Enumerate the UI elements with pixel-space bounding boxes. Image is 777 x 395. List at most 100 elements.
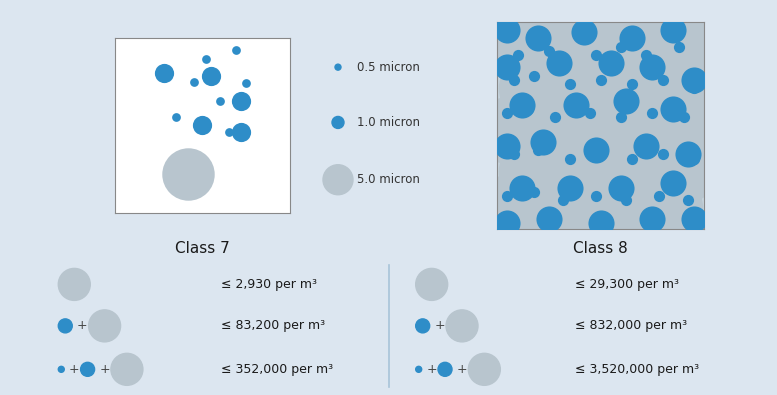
Point <box>681 151 694 158</box>
Point <box>667 180 679 187</box>
Point <box>229 47 242 53</box>
Text: 5.0 micron: 5.0 micron <box>357 173 420 186</box>
Text: ≤ 352,000 per m³: ≤ 352,000 per m³ <box>221 363 333 376</box>
Point <box>542 216 555 222</box>
Text: +: + <box>99 363 110 376</box>
Point <box>615 114 628 120</box>
Point <box>615 43 628 50</box>
Point <box>511 52 524 58</box>
Point <box>646 64 659 70</box>
Point <box>578 77 591 83</box>
Circle shape <box>58 319 72 333</box>
Point <box>681 197 694 203</box>
Circle shape <box>446 310 478 342</box>
Point <box>214 98 226 104</box>
Text: 0.5 micron: 0.5 micron <box>357 61 420 73</box>
Circle shape <box>58 268 90 301</box>
Point <box>553 60 566 66</box>
Text: +: + <box>427 363 437 376</box>
Point <box>532 35 545 41</box>
Point <box>615 184 628 191</box>
Point <box>501 193 514 199</box>
Point <box>205 73 218 80</box>
Circle shape <box>335 64 341 70</box>
Point <box>516 102 528 108</box>
Point <box>235 98 247 104</box>
Circle shape <box>469 353 500 386</box>
Point <box>605 126 617 133</box>
Point <box>501 220 514 226</box>
Point <box>632 85 644 91</box>
Point <box>646 110 659 116</box>
Point <box>501 64 514 70</box>
Point <box>667 27 679 33</box>
Text: 1.0 micron: 1.0 micron <box>357 116 420 129</box>
Point <box>640 143 653 149</box>
Point <box>619 97 632 103</box>
Point <box>653 39 665 45</box>
Point <box>591 193 603 199</box>
Circle shape <box>332 117 344 128</box>
Point <box>584 168 597 174</box>
Point <box>196 122 208 128</box>
Point <box>678 164 690 170</box>
Point <box>528 188 541 195</box>
Point <box>570 102 582 108</box>
Point <box>501 143 514 149</box>
Text: +: + <box>457 363 468 376</box>
Point <box>528 85 541 91</box>
Circle shape <box>416 319 430 333</box>
Text: +: + <box>434 320 445 332</box>
Point <box>501 110 514 116</box>
Point <box>688 77 700 83</box>
Point <box>594 220 607 226</box>
Point <box>688 216 700 222</box>
Point <box>522 105 535 112</box>
Point <box>528 72 541 79</box>
Point <box>594 151 607 158</box>
Point <box>688 85 700 91</box>
Point <box>605 43 617 50</box>
Circle shape <box>111 353 143 386</box>
Point <box>690 133 702 139</box>
Text: ≤ 3,520,000 per m³: ≤ 3,520,000 per m³ <box>575 363 699 376</box>
Point <box>507 126 520 133</box>
Point <box>553 122 566 128</box>
Point <box>182 171 194 177</box>
Point <box>660 205 673 212</box>
Point <box>625 35 638 41</box>
Point <box>542 47 555 54</box>
Point <box>673 81 685 87</box>
Point <box>640 52 653 58</box>
Point <box>657 77 669 83</box>
Point <box>594 77 607 83</box>
Circle shape <box>323 165 353 195</box>
Text: Class 7: Class 7 <box>175 241 230 256</box>
Point <box>625 81 638 87</box>
Point <box>591 147 603 153</box>
Point <box>507 77 520 83</box>
Point <box>549 114 561 120</box>
Point <box>591 52 603 58</box>
Point <box>240 80 253 87</box>
Point <box>667 105 679 112</box>
Point <box>678 114 690 120</box>
Point <box>501 27 514 33</box>
Point <box>158 70 170 76</box>
Circle shape <box>58 366 64 372</box>
Point <box>584 110 597 116</box>
Point <box>563 155 576 162</box>
Circle shape <box>416 366 422 372</box>
Point <box>688 50 700 56</box>
Point <box>563 81 576 87</box>
Point <box>688 155 700 162</box>
Point <box>636 168 648 174</box>
Point <box>528 168 541 174</box>
Point <box>200 56 212 62</box>
Point <box>170 113 183 120</box>
Point <box>563 184 576 191</box>
Point <box>536 139 549 145</box>
Circle shape <box>438 362 452 376</box>
Point <box>553 39 566 45</box>
Point <box>673 43 685 50</box>
